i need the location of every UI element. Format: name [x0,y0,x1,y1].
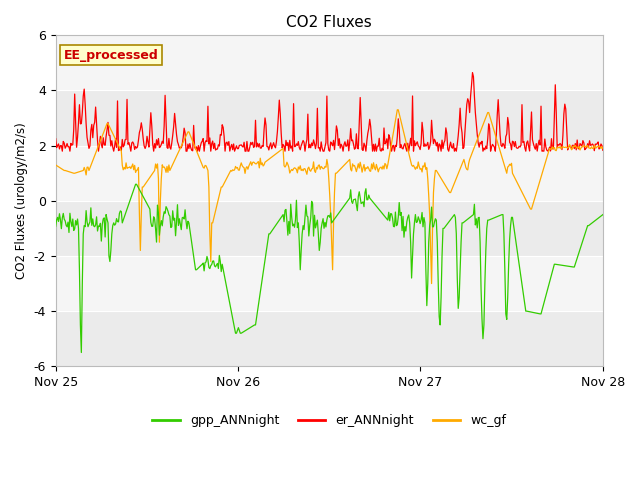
Y-axis label: CO2 Fluxes (urology/m2/s): CO2 Fluxes (urology/m2/s) [15,122,28,279]
Title: CO2 Fluxes: CO2 Fluxes [286,15,372,30]
Legend: gpp_ANNnight, er_ANNnight, wc_gf: gpp_ANNnight, er_ANNnight, wc_gf [147,409,511,432]
Bar [56,145,603,201]
Bar [56,36,603,91]
Bar [56,201,603,256]
Bar [56,256,603,311]
Text: EE_processed: EE_processed [64,48,159,61]
Bar [56,311,603,366]
Bar [56,91,603,145]
